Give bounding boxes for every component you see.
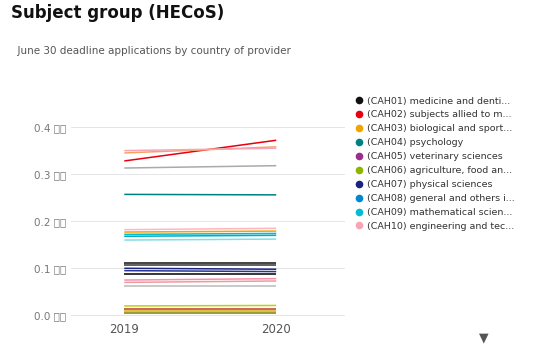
Text: ▼: ▼	[479, 331, 489, 344]
Legend: (CAH01) medicine and denti..., (CAH02) subjects allied to m..., (CAH03) biologic: (CAH01) medicine and denti..., (CAH02) s…	[356, 97, 515, 231]
Text: Subject group (HECoS): Subject group (HECoS)	[11, 4, 224, 22]
Text: June 30 deadline applications by country of provider: June 30 deadline applications by country…	[11, 46, 291, 56]
